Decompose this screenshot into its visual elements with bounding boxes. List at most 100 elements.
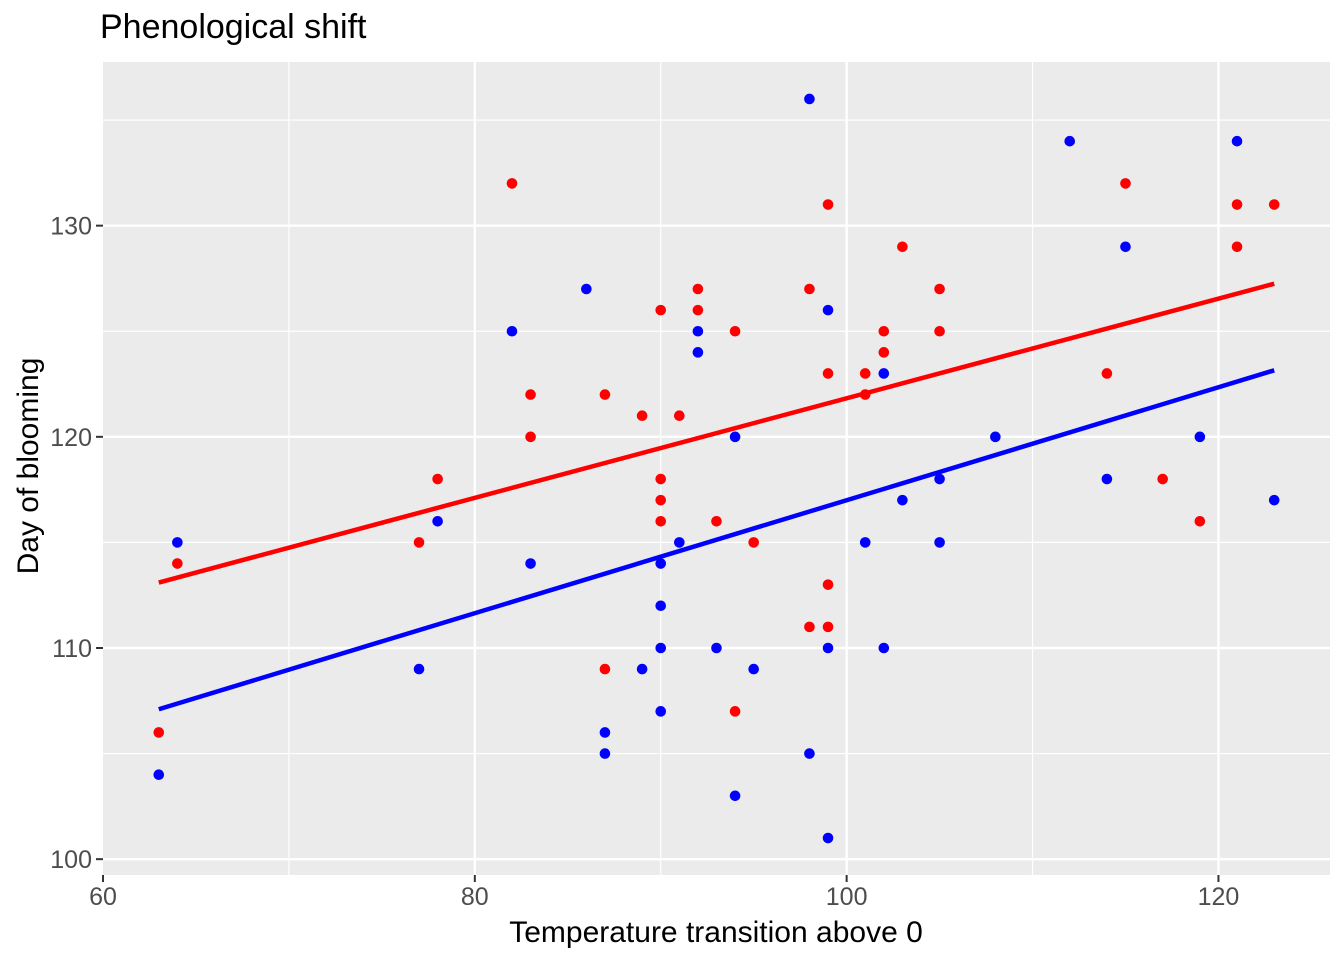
data-point-blue (525, 558, 536, 569)
data-point-blue (822, 832, 834, 844)
data-point-blue (859, 537, 871, 548)
data-point-blue (432, 515, 443, 527)
data-point-red (1231, 199, 1243, 210)
data-point-red (748, 537, 759, 548)
data-point-red (413, 537, 425, 548)
x-tick-label: 100 (826, 883, 868, 911)
x-tick-label: 120 (1198, 883, 1240, 911)
data-point-blue (413, 663, 425, 675)
data-point-blue (599, 727, 611, 738)
data-point-red (729, 325, 741, 337)
data-point-blue (692, 347, 704, 358)
data-point-blue (822, 304, 834, 316)
data-point-red (859, 368, 871, 379)
data-point-red (711, 515, 722, 527)
data-point-red (599, 389, 611, 400)
x-tick-labels: 60 80 100 120 (89, 883, 1239, 911)
data-point-blue (674, 537, 685, 548)
data-point-blue (636, 663, 648, 675)
data-point-blue (655, 558, 667, 569)
x-tick-label: 60 (89, 883, 117, 911)
data-point-red (506, 178, 518, 189)
data-point-blue (1064, 135, 1076, 147)
x-tick-label: 80 (461, 883, 489, 911)
y-tick-label: 100 (50, 846, 92, 874)
data-point-red (599, 663, 611, 675)
data-point-red (804, 283, 815, 295)
y-tick-labels: 100 110 120 130 (50, 213, 92, 875)
data-point-blue (729, 790, 741, 802)
data-point-red (934, 325, 945, 337)
data-point-red (804, 621, 815, 633)
data-point-red (878, 325, 890, 337)
data-point-red (655, 304, 667, 316)
data-point-red (655, 515, 667, 527)
data-point-red (674, 410, 685, 422)
data-point-blue (934, 537, 945, 548)
data-point-red (822, 579, 834, 590)
data-point-red (1231, 241, 1243, 253)
data-point-red (897, 241, 908, 253)
data-point-red (1101, 368, 1113, 379)
data-point-blue (172, 537, 183, 548)
data-point-blue (729, 431, 741, 443)
data-point-red (172, 558, 183, 569)
data-point-red (934, 283, 945, 295)
data-point-red (525, 389, 536, 400)
data-point-blue (1101, 473, 1113, 485)
y-tick-label: 120 (50, 424, 92, 452)
data-point-blue (822, 642, 834, 654)
data-points (153, 93, 1280, 844)
y-tick-label: 130 (50, 213, 92, 241)
minor-gridlines (103, 62, 1330, 875)
major-gridlines (103, 62, 1330, 875)
data-point-blue (804, 93, 815, 105)
data-point-red (655, 494, 667, 506)
trend-line-red (158, 281, 1275, 585)
data-point-blue (692, 325, 704, 337)
data-point-red (1268, 199, 1280, 210)
data-point-red (1194, 515, 1206, 527)
data-point-red (822, 199, 834, 210)
data-point-red (1120, 178, 1131, 189)
data-point-blue (506, 325, 518, 337)
data-point-red (636, 410, 648, 422)
data-point-red (432, 473, 443, 485)
data-point-red (878, 347, 890, 358)
data-point-red (655, 473, 667, 485)
data-point-red (525, 431, 536, 443)
data-point-blue (878, 368, 890, 379)
data-point-blue (748, 663, 759, 675)
trend-line-blue (158, 368, 1275, 712)
data-point-blue (1231, 135, 1243, 147)
data-point-red (1157, 473, 1168, 485)
data-point-blue (934, 473, 945, 485)
data-point-red (692, 283, 704, 295)
data-point-blue (655, 600, 667, 612)
data-point-blue (655, 706, 667, 717)
panel-background (103, 62, 1330, 875)
y-axis-title: Day of blooming (12, 358, 45, 575)
data-point-blue (655, 642, 667, 654)
trend-lines (158, 281, 1275, 712)
data-point-red (153, 727, 165, 738)
x-axis-title: Temperature transition above 0 (509, 916, 923, 949)
data-point-red (729, 706, 741, 717)
data-point-blue (711, 642, 722, 654)
data-point-red (692, 304, 704, 316)
data-point-red (822, 621, 834, 633)
data-point-blue (581, 283, 592, 295)
data-point-blue (897, 494, 908, 506)
data-point-blue (1194, 431, 1206, 443)
data-point-blue (1120, 241, 1131, 253)
axis-ticks (96, 224, 1220, 882)
y-tick-label: 110 (52, 635, 92, 663)
data-point-blue (599, 748, 611, 759)
data-point-blue (1268, 494, 1280, 506)
data-point-red (822, 368, 834, 379)
data-point-blue (990, 431, 1001, 443)
data-point-blue (878, 642, 890, 654)
data-point-blue (153, 769, 165, 780)
